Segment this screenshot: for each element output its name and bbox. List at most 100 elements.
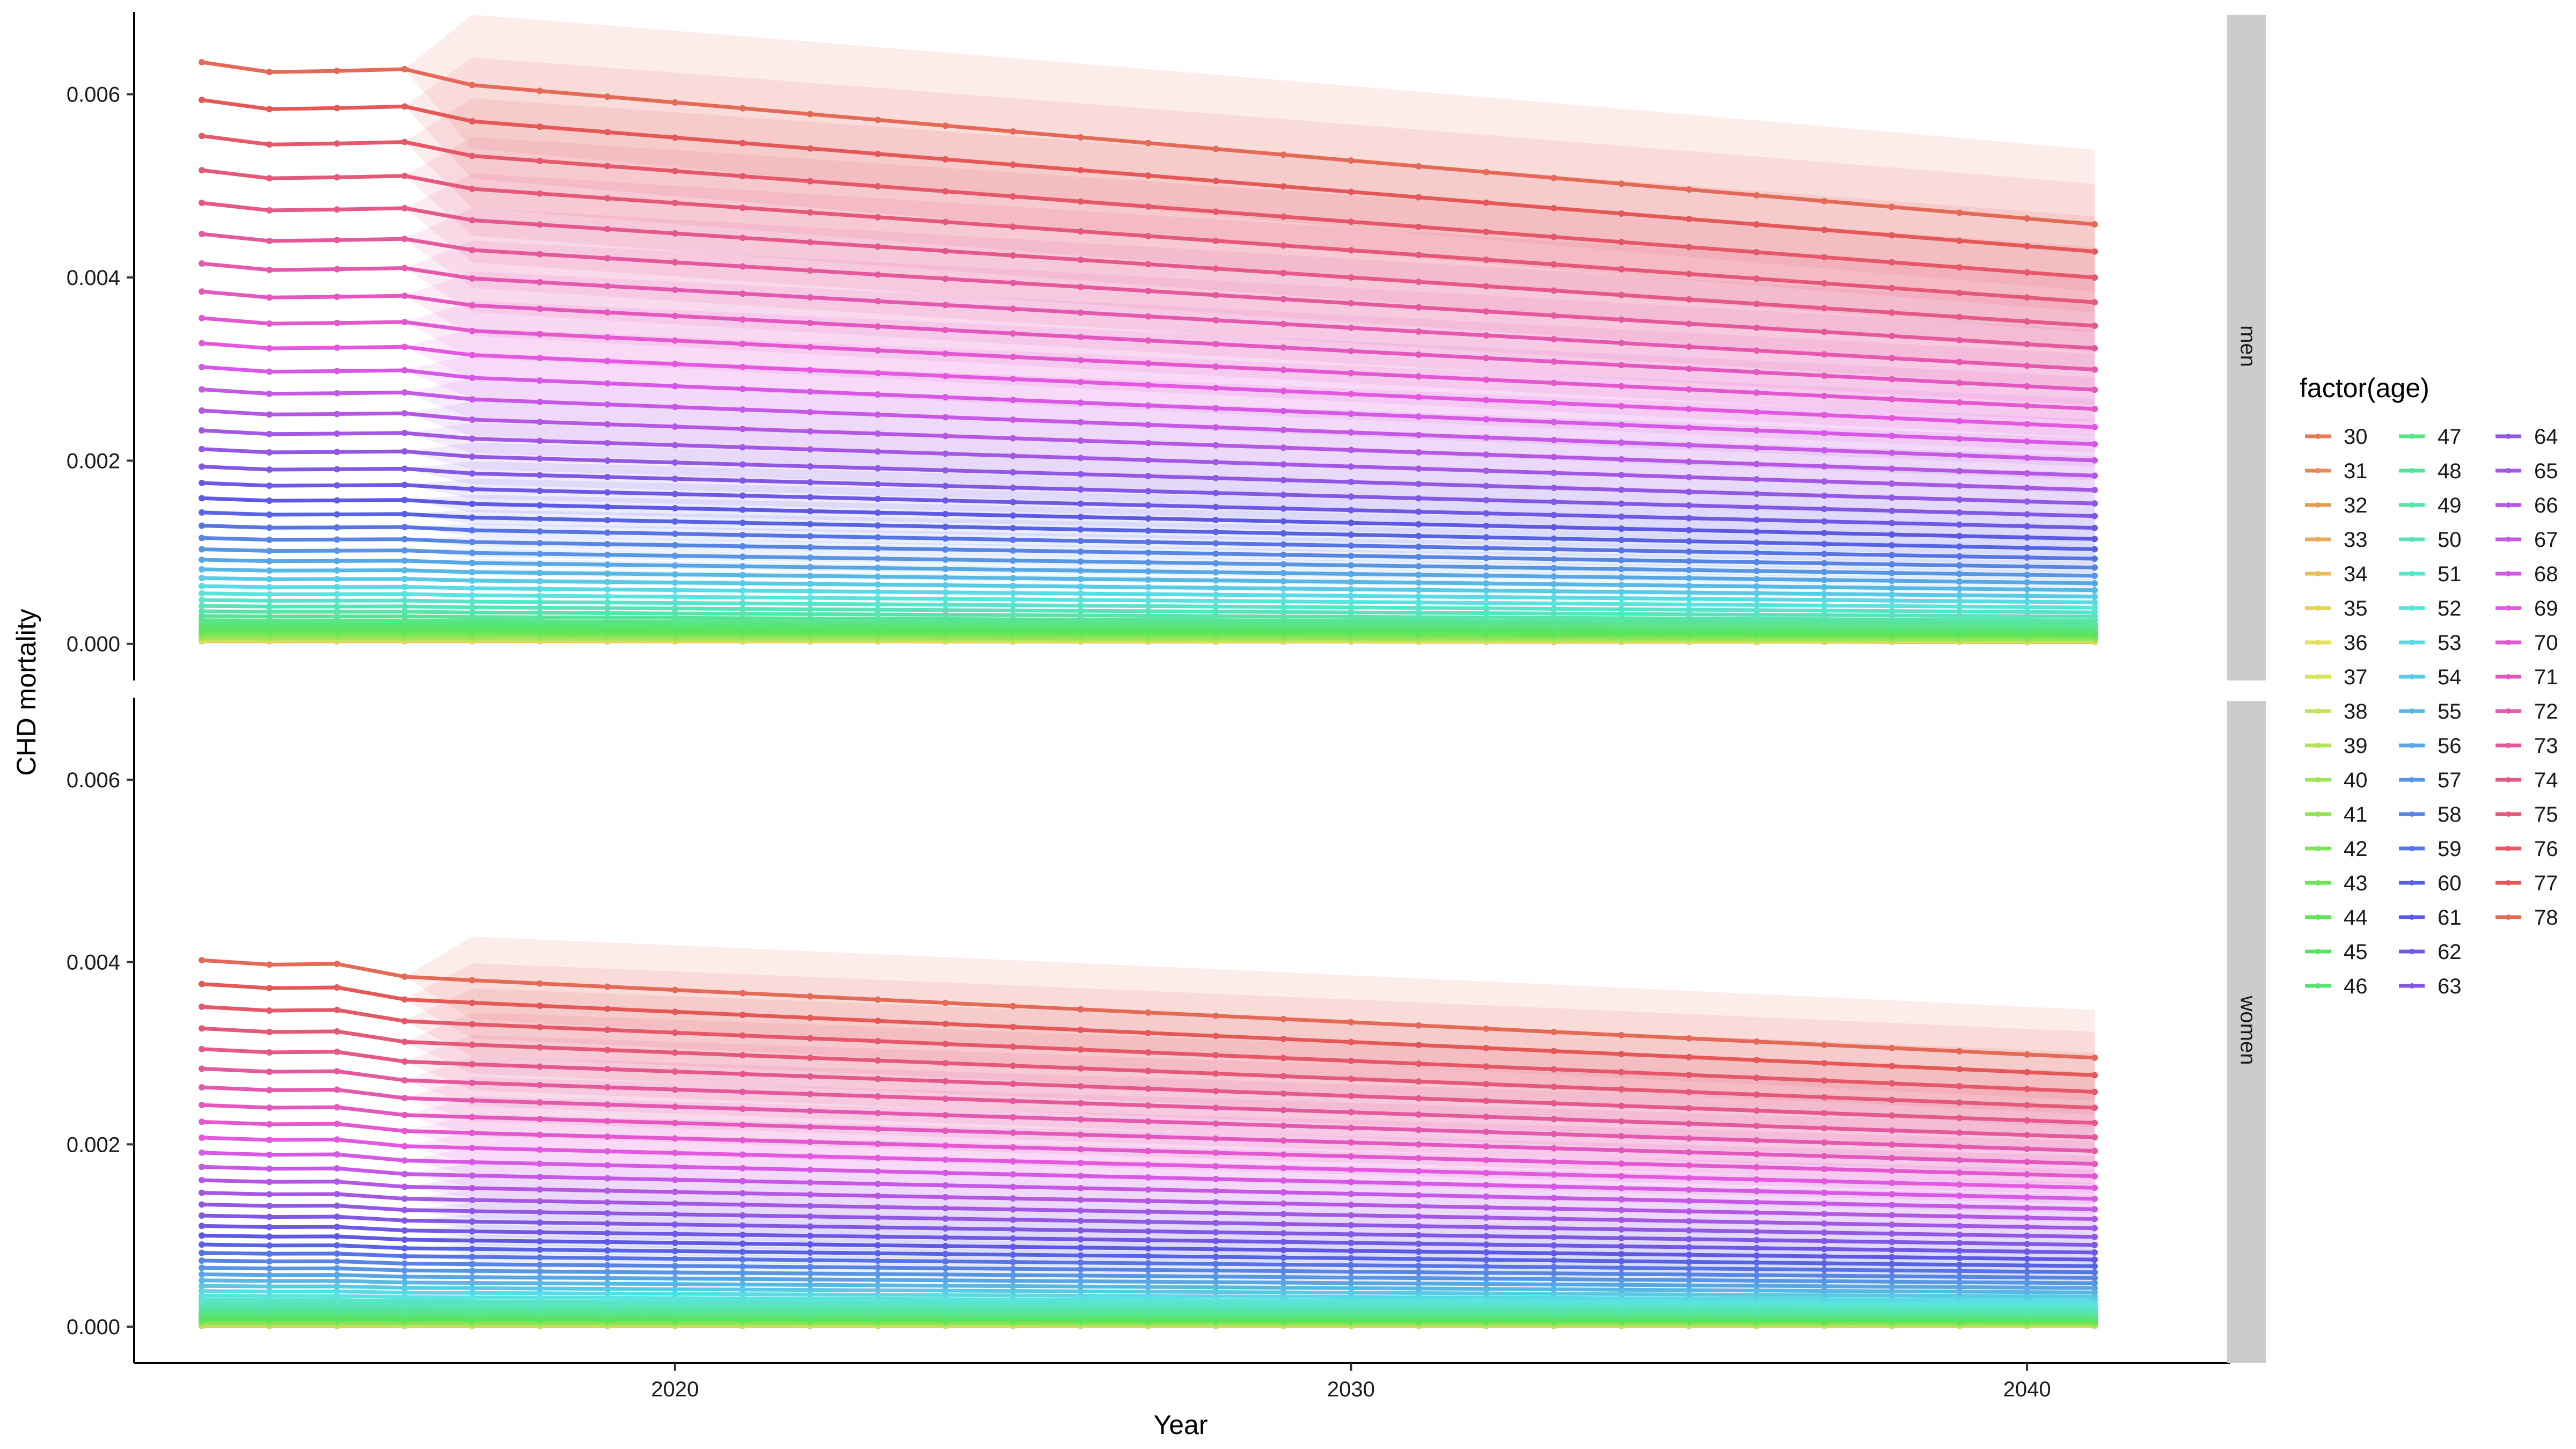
- point-age-58: [1077, 548, 1084, 555]
- point-age-67: [2091, 457, 2098, 464]
- point-age-50: [1821, 612, 1828, 619]
- point-age-71: [874, 323, 881, 330]
- point-age-60: [536, 515, 543, 522]
- point-age-72: [1821, 351, 1828, 358]
- legend-label-age-77: 77: [2534, 872, 2558, 895]
- legend-key-point-age-50: [2409, 537, 2414, 542]
- point-age-57: [333, 1265, 340, 1272]
- point-age-63: [1280, 491, 1287, 498]
- point-age-57: [1077, 1272, 1084, 1279]
- point-age-62: [333, 482, 340, 489]
- point-age-73: [2024, 341, 2031, 348]
- point-age-70: [942, 1142, 949, 1149]
- point-age-71: [942, 1128, 949, 1135]
- point-age-68: [874, 391, 881, 398]
- point-age-59: [1348, 1262, 1355, 1269]
- point-age-67: [807, 1179, 814, 1186]
- point-age-68: [1889, 433, 1896, 440]
- point-age-53: [1889, 597, 1896, 604]
- point-age-69: [1009, 1158, 1016, 1165]
- point-age-65: [1009, 452, 1016, 459]
- point-age-74: [401, 204, 408, 211]
- point-age-76: [1077, 1046, 1084, 1053]
- point-age-67: [1348, 1190, 1355, 1197]
- point-age-75: [604, 195, 611, 202]
- point-age-73: [1889, 1127, 1896, 1134]
- point-age-69: [401, 343, 408, 350]
- point-age-57: [874, 555, 881, 562]
- point-age-78: [1009, 128, 1016, 135]
- point-age-73: [1415, 304, 1422, 311]
- point-age-51: [1483, 605, 1490, 612]
- point-age-54: [401, 575, 408, 582]
- point-age-60: [604, 517, 611, 524]
- point-age-73: [2091, 1134, 2098, 1141]
- point-age-66: [469, 1184, 475, 1191]
- point-age-75: [807, 209, 814, 216]
- legend-label-age-51: 51: [2438, 562, 2462, 586]
- point-age-77: [2091, 1072, 2098, 1079]
- point-age-59: [1145, 1260, 1152, 1267]
- point-age-63: [1821, 1238, 1828, 1245]
- point-age-78: [401, 973, 408, 980]
- point-age-69: [1550, 1171, 1557, 1178]
- point-age-61: [739, 1240, 746, 1247]
- point-age-64: [1889, 494, 1896, 501]
- legend-key-point-age-43: [2315, 880, 2321, 885]
- point-age-75: [1009, 1062, 1016, 1069]
- legend-label-age-66: 66: [2534, 494, 2558, 517]
- point-age-57: [536, 1268, 543, 1275]
- point-age-62: [1009, 1235, 1016, 1242]
- point-age-59: [942, 1258, 949, 1265]
- point-age-66: [1280, 1200, 1287, 1207]
- point-age-62: [469, 1228, 475, 1235]
- point-age-64: [266, 449, 273, 456]
- point-age-61: [198, 1232, 205, 1239]
- point-age-69: [469, 1145, 475, 1152]
- legend-key-point-age-45: [2315, 949, 2321, 954]
- point-age-60: [1550, 1257, 1557, 1264]
- point-age-70: [1821, 392, 1828, 399]
- point-age-60: [1889, 541, 1896, 548]
- point-age-64: [942, 467, 949, 474]
- point-age-66: [333, 1178, 340, 1185]
- point-age-61: [1753, 528, 1760, 535]
- point-age-75: [1686, 1088, 1693, 1095]
- point-age-60: [266, 511, 273, 518]
- point-age-57: [739, 553, 746, 560]
- point-age-68: [1821, 1189, 1828, 1196]
- point-age-75: [469, 1041, 475, 1048]
- point-age-75: [1821, 1094, 1828, 1101]
- point-age-66: [1956, 467, 1963, 474]
- point-age-71: [739, 316, 746, 323]
- point-age-55: [1077, 575, 1084, 582]
- point-age-73: [2091, 345, 2098, 352]
- point-age-65: [1889, 1221, 1896, 1228]
- point-age-72: [2091, 366, 2098, 373]
- point-age-51: [401, 597, 408, 604]
- point-age-50: [333, 603, 340, 610]
- point-age-69: [1753, 408, 1760, 415]
- point-age-71: [671, 1119, 678, 1126]
- point-age-64: [198, 1201, 205, 1208]
- point-age-68: [536, 1160, 543, 1167]
- point-age-50: [1686, 611, 1693, 618]
- point-age-64: [1077, 471, 1084, 478]
- point-age-57: [1077, 558, 1084, 565]
- point-age-78: [604, 983, 611, 990]
- legend-label-age-31: 31: [2344, 459, 2368, 483]
- point-age-66: [1686, 458, 1693, 465]
- point-age-65: [401, 429, 408, 436]
- point-age-78: [1821, 197, 1828, 204]
- point-age-51: [739, 600, 746, 607]
- point-age-62: [604, 489, 611, 496]
- point-age-62: [1956, 521, 1963, 528]
- point-age-57: [1145, 559, 1152, 566]
- point-age-69: [604, 1148, 611, 1155]
- point-age-59: [1009, 536, 1016, 543]
- point-age-65: [198, 1189, 205, 1196]
- point-age-51: [1348, 604, 1355, 611]
- point-age-57: [671, 1269, 678, 1276]
- point-age-73: [1145, 288, 1152, 295]
- point-age-56: [266, 1271, 273, 1278]
